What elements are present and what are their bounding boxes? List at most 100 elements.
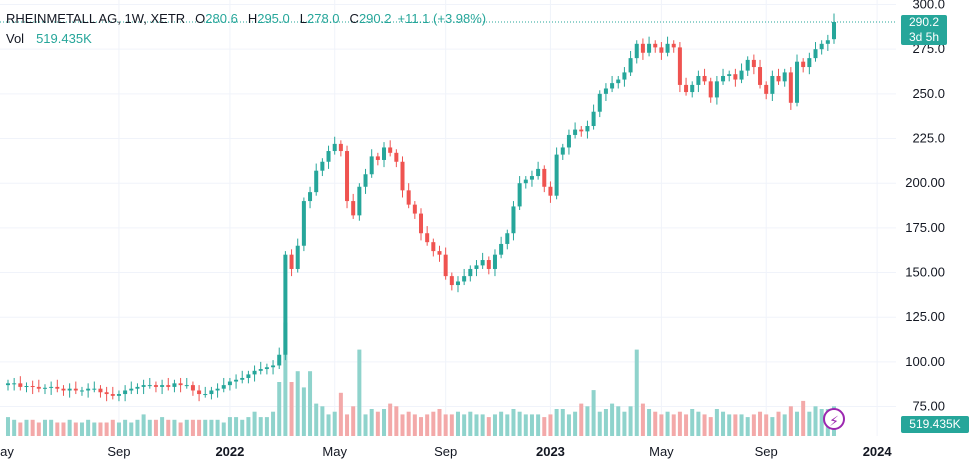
volume-bar xyxy=(42,419,47,436)
volume-bar xyxy=(468,411,473,436)
candle-body xyxy=(332,143,337,152)
volume-bar xyxy=(455,411,460,436)
candle-body xyxy=(203,394,208,396)
volume-bar xyxy=(505,414,510,436)
open-value: 280.6 xyxy=(205,10,238,26)
candle-body xyxy=(375,156,380,160)
volume-bar xyxy=(437,409,442,436)
volume-bar xyxy=(745,417,750,436)
candle-body xyxy=(42,387,47,389)
candle-body xyxy=(289,254,294,269)
candle-body xyxy=(295,245,300,269)
volume-bar xyxy=(758,411,763,436)
volume-bar xyxy=(431,411,436,436)
candle-body xyxy=(135,386,140,389)
volume-bar xyxy=(172,419,177,436)
volume-bar xyxy=(98,422,103,436)
candle-body xyxy=(733,74,738,80)
candle-body xyxy=(807,58,812,68)
candle-body xyxy=(468,268,473,277)
close-key: C xyxy=(349,10,359,26)
price-axis[interactable]: 300.0275.0250.0225.0200.00175.00150.0012… xyxy=(905,0,945,414)
volume-bar xyxy=(727,414,732,436)
volume-bar xyxy=(671,414,676,436)
volume-bar xyxy=(480,414,485,436)
volume-bar xyxy=(819,409,824,436)
volume-bar xyxy=(184,419,189,436)
x-tick-label: May xyxy=(322,444,347,459)
volume-bar xyxy=(209,419,214,436)
high-value: 295.0 xyxy=(257,10,290,26)
candle-body xyxy=(12,383,17,385)
candle-body xyxy=(271,365,276,368)
candle-body xyxy=(308,192,313,202)
volume-bar xyxy=(221,422,226,436)
candle-body xyxy=(129,388,134,391)
volume-bar xyxy=(610,403,615,436)
volume-bar xyxy=(554,409,559,436)
candle-body xyxy=(758,67,763,85)
candle-body xyxy=(160,385,165,387)
volume-bar xyxy=(18,422,23,436)
candle-body xyxy=(418,213,424,234)
volume-bar xyxy=(55,422,60,436)
x-tick-label: May xyxy=(649,444,674,459)
x-tick-label: ay xyxy=(0,444,14,459)
volume-bar xyxy=(813,406,818,436)
volume-bar xyxy=(264,417,269,436)
time-axis[interactable]: ay Sep 2022 May Sep 2023 May Sep 2024 xyxy=(0,444,892,459)
volume-bar xyxy=(751,414,756,436)
volume-bar xyxy=(788,406,793,436)
bar-countdown: 3d 5h xyxy=(908,30,940,45)
x-tick-label: Sep xyxy=(107,444,130,459)
candle-body xyxy=(258,369,263,371)
candle-body xyxy=(690,84,695,93)
candle-body xyxy=(727,74,732,76)
volume-bar xyxy=(511,409,516,436)
candle-body xyxy=(412,204,417,214)
volume-bar xyxy=(79,422,84,436)
volume-bar xyxy=(178,422,183,436)
volume-bar xyxy=(369,409,374,436)
candle-body xyxy=(825,40,830,44)
y-tick-label: 250.0 xyxy=(912,86,945,101)
candle-body xyxy=(209,390,214,395)
candle-body xyxy=(227,381,232,386)
volume-bar xyxy=(708,417,713,436)
candle-body xyxy=(443,254,448,277)
volume-bar xyxy=(474,414,479,436)
lightning-icon[interactable]: ⚡ xyxy=(823,408,845,430)
candle-body xyxy=(98,388,103,393)
candle-body xyxy=(123,390,128,395)
y-tick-label: 100.00 xyxy=(905,354,945,369)
candle-body xyxy=(153,385,158,387)
volume-bar xyxy=(153,419,158,436)
candle-body xyxy=(628,58,633,73)
x-tick-label: 2022 xyxy=(215,444,244,459)
candle-body xyxy=(751,59,756,68)
volume-bar xyxy=(252,411,257,436)
volume-bar xyxy=(801,400,806,436)
volume-bar xyxy=(338,392,343,436)
symbol-title[interactable]: RHEINMETALL AG, 1W, XETR xyxy=(6,10,186,26)
candle-body xyxy=(277,354,282,366)
low-value: 278.0 xyxy=(307,10,340,26)
candle-body xyxy=(702,75,707,82)
volume-bar xyxy=(246,417,251,436)
candle-body xyxy=(579,129,584,132)
candle-body xyxy=(92,388,97,390)
candle-body xyxy=(560,147,565,155)
y-tick-label: 200.00 xyxy=(905,175,945,190)
candle-body xyxy=(215,388,220,391)
candle-body xyxy=(197,390,202,395)
volume-bar xyxy=(289,382,294,436)
candle-body xyxy=(517,183,522,207)
volume-bar xyxy=(73,422,78,436)
volume-bar xyxy=(733,414,738,436)
volume-bar xyxy=(271,411,276,436)
volume-bar xyxy=(92,422,97,436)
y-tick-label: 300.0 xyxy=(912,0,945,12)
candle-body xyxy=(252,370,257,375)
volume-bar xyxy=(677,411,682,436)
